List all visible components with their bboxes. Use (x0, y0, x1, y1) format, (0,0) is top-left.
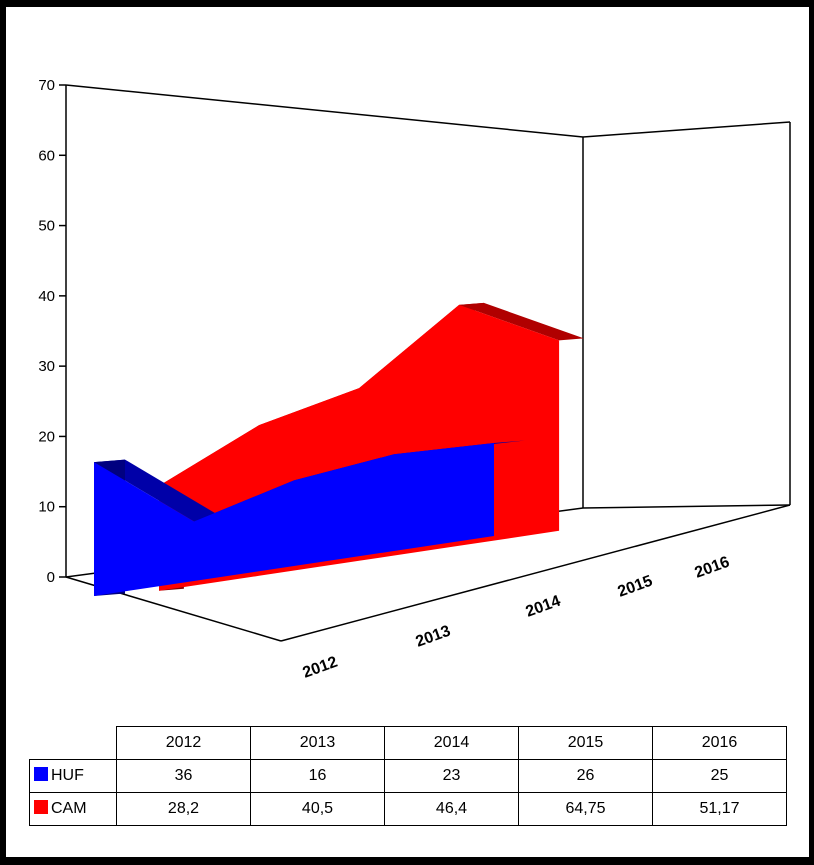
y-axis-ticks: 0 10 20 30 40 50 60 70 (38, 77, 66, 586)
table-header-cell: 2016 (652, 726, 787, 760)
box-edge (280, 504, 791, 642)
y-tick-label: 10 (38, 499, 55, 516)
legend-swatch-red (34, 800, 48, 814)
table-cell: 26 (518, 759, 653, 793)
table-header-cell: 2014 (384, 726, 519, 760)
y-tick-label: 70 (38, 77, 55, 94)
table-header-row: 2012 2013 2014 2015 2016 (29, 726, 787, 760)
table-header-cell: 2012 (116, 726, 251, 760)
y-tick-label: 0 (47, 569, 55, 586)
legend-swatch-blue (34, 767, 48, 781)
box-edge (582, 121, 791, 138)
table-header-cell: 2015 (518, 726, 653, 760)
series-huf (93, 440, 525, 596)
area-front-face (94, 443, 494, 596)
box-edge (65, 84, 584, 138)
area-top-face (459, 302, 584, 341)
x-category-label: 2014 (524, 593, 563, 621)
table-cell: 51,17 (652, 792, 787, 826)
data-table: 2012 2013 2014 2015 2016 HUF 36 16 23 26… (29, 726, 787, 826)
y-tick-label: 20 (38, 428, 55, 445)
x-axis-labels: 2012 2013 2014 2015 2016 (301, 554, 732, 682)
area-top-face (94, 459, 225, 522)
table-header-cell: 2013 (250, 726, 385, 760)
legend-cam: CAM (29, 792, 117, 826)
y-tick-label: 50 (38, 218, 55, 235)
table-cell: 23 (384, 759, 519, 793)
table-cell: 25 (652, 759, 787, 793)
table-cell: 46,4 (384, 792, 519, 826)
y-tick-label: 30 (38, 358, 55, 375)
chart-series (93, 302, 584, 596)
table-cell: 40,5 (250, 792, 385, 826)
table-cell: 28,2 (116, 792, 251, 826)
table-cell: 36 (116, 759, 251, 793)
y-tick-label: 60 (38, 147, 55, 164)
legend-huf: HUF (29, 759, 117, 793)
legend-label: HUF (51, 767, 84, 784)
chart-3d-area: 0 10 20 30 40 50 60 70 2012 2013 2014 2015 2016 (38, 77, 791, 682)
table-row-huf: HUF 36 16 23 26 25 (29, 759, 787, 793)
table-cell: 16 (250, 759, 385, 793)
y-tick-label: 40 (38, 288, 55, 305)
x-category-label: 2012 (301, 654, 340, 682)
table-row-cam: CAM 28,2 40,5 46,4 64,75 51,17 (29, 792, 787, 826)
table-corner (29, 726, 117, 760)
legend-label: CAM (51, 800, 87, 817)
table-cell: 64,75 (518, 792, 653, 826)
x-category-label: 2015 (616, 573, 655, 601)
box-edge (582, 504, 791, 509)
x-category-label: 2013 (414, 623, 453, 651)
x-category-label: 2016 (693, 554, 732, 582)
